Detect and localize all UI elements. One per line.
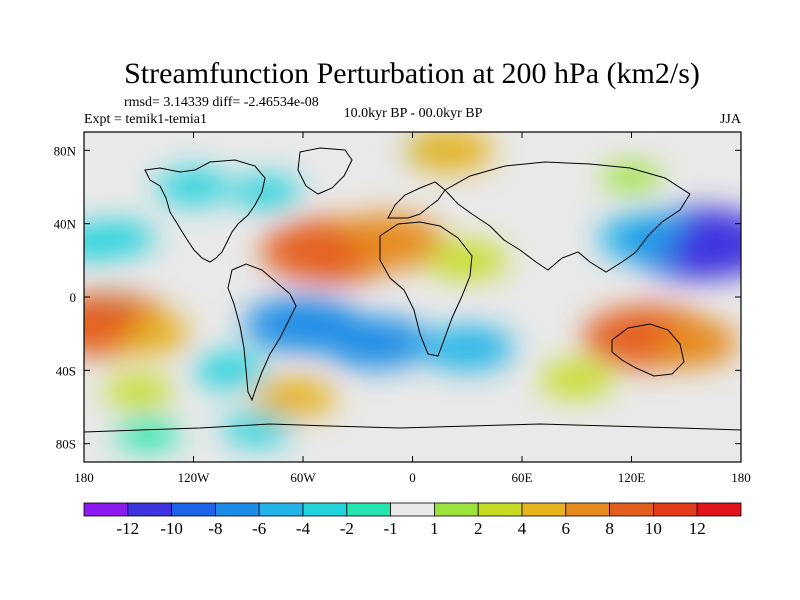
coast-greenland xyxy=(297,147,353,195)
plot-title: Streamfunction Perturbation at 200 hPa (… xyxy=(124,57,700,90)
colorbar-label: 10 xyxy=(645,519,662,538)
field-blob xyxy=(602,162,661,194)
colorbar-label: 6 xyxy=(562,519,571,538)
field-core xyxy=(623,225,676,252)
colorbar-swatch xyxy=(477,502,523,517)
colorbar-swatch xyxy=(609,502,654,517)
colorbar-swatch xyxy=(653,502,698,517)
field-blob xyxy=(251,377,336,419)
coastlines xyxy=(84,147,741,433)
colorbar-swatch xyxy=(521,502,567,517)
field-blob xyxy=(222,411,292,447)
colorbar-label: 8 xyxy=(605,519,614,538)
x-tick-label: 180 xyxy=(74,470,94,485)
colorbar-label: -10 xyxy=(160,519,183,538)
colorbar-label: -4 xyxy=(296,519,311,538)
x-tick-label: 60W xyxy=(290,470,316,485)
field-core xyxy=(660,329,713,356)
coast-asia xyxy=(444,161,691,273)
colorbar-label: 4 xyxy=(518,519,527,538)
x-tick-label: 120E xyxy=(618,470,646,485)
coast-north-america xyxy=(144,159,266,263)
field-blob xyxy=(156,168,231,206)
colorbar-swatch xyxy=(390,502,435,517)
colorbar-label: 1 xyxy=(430,519,439,538)
coast-south-america xyxy=(227,263,297,402)
x-tick-label: 60E xyxy=(512,470,533,485)
streamfunction-field xyxy=(84,132,741,451)
field-core xyxy=(356,227,415,257)
field-core xyxy=(84,308,138,341)
colorbar-label: -8 xyxy=(208,519,222,538)
field-blob xyxy=(115,418,180,451)
coast-africa xyxy=(379,221,473,357)
colorbar-label: 12 xyxy=(689,519,706,538)
field-blob xyxy=(404,132,494,173)
colorbar-swatch xyxy=(83,502,129,517)
x-tick-label: 0 xyxy=(409,470,416,485)
colorbar: -12 -10 -8 -6 -4 -2 -1 1 2 4 6 8 10 12 xyxy=(83,502,742,538)
field-core xyxy=(664,225,737,262)
y-tick-label: 80S xyxy=(56,437,76,452)
colorbar-label: -2 xyxy=(340,519,354,538)
field-core xyxy=(349,329,403,357)
field-blob xyxy=(104,374,174,410)
field-blob xyxy=(427,240,507,281)
x-tick-label: 180 xyxy=(731,470,751,485)
colorbar-swatch xyxy=(127,502,173,517)
colorbar-swatch xyxy=(171,502,216,517)
field-blob xyxy=(86,220,155,256)
colorbar-label: -6 xyxy=(252,519,266,538)
coast-antarctica xyxy=(84,423,741,433)
colorbar-swatch xyxy=(214,502,260,517)
colorbar-label: -12 xyxy=(116,519,139,538)
stats-line: rmsd= 3.14339 diff= -2.46534e-08 xyxy=(124,95,319,110)
map-area xyxy=(84,132,741,462)
colorbar-swatch xyxy=(346,502,391,517)
colorbar-swatch xyxy=(302,502,348,517)
axis-ticks: 180 120W 60W 0 60E 120E 180 80N 40N 0 40S 80S xyxy=(54,132,751,485)
field-blob xyxy=(232,175,301,210)
field-blob xyxy=(420,325,515,372)
y-tick-label: 80N xyxy=(54,143,77,158)
period-label: 10.0kyr BP - 00.0kyr BP xyxy=(344,106,483,121)
colorbar-swatch xyxy=(433,502,479,517)
colorbar-label: -1 xyxy=(384,519,398,538)
y-tick-label: 0 xyxy=(70,290,77,305)
colorbar-swatch xyxy=(258,502,304,517)
colorbar-swatch xyxy=(696,502,742,517)
field-blob xyxy=(539,360,614,399)
y-tick-label: 40S xyxy=(56,363,76,378)
colorbar-swatch xyxy=(565,502,610,517)
experiment-label: Expt = temik1-temia1 xyxy=(84,112,207,127)
field-core xyxy=(274,310,332,339)
season-label: JJA xyxy=(720,112,742,127)
field-blob xyxy=(193,351,267,389)
y-tick-label: 40N xyxy=(54,217,77,232)
colorbar-label: 2 xyxy=(474,519,483,538)
field-core xyxy=(297,234,364,268)
x-tick-label: 120W xyxy=(178,470,211,485)
coast-australia xyxy=(611,323,685,377)
